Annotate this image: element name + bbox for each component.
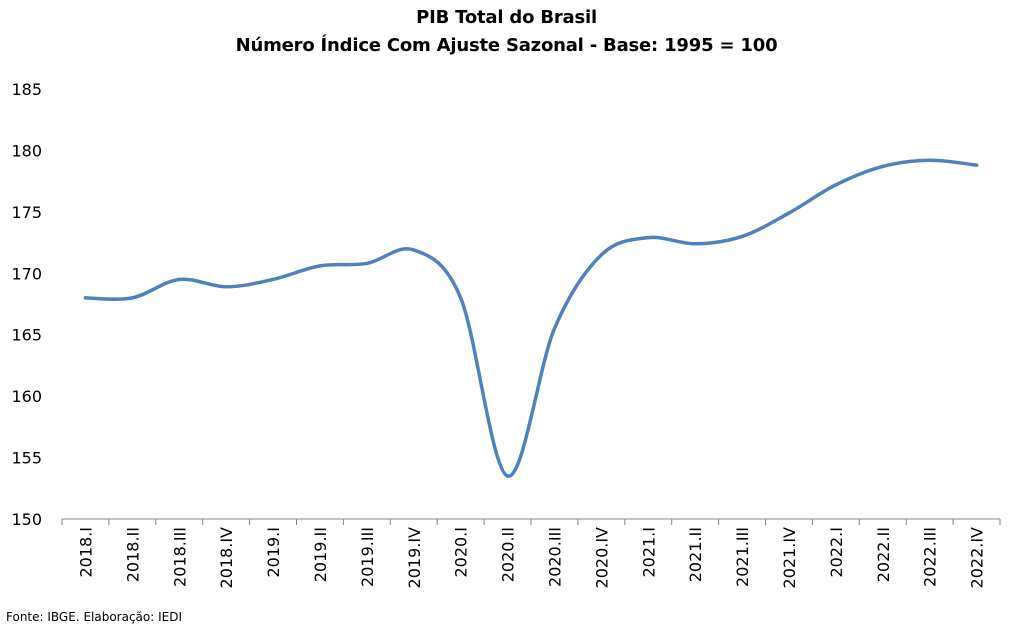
x-tick-label: 2019.III: [358, 527, 377, 587]
y-tick-label: 155: [11, 449, 42, 468]
x-tick-label: 2020.IV: [592, 527, 611, 589]
x-tick-label: 2021.III: [733, 527, 752, 587]
x-tick-label: 2020.I: [452, 527, 471, 578]
y-tick-label: 175: [11, 203, 42, 222]
data-point: [693, 242, 697, 246]
x-tick-label: 2019.I: [264, 527, 283, 578]
chart-subtitle: Número Índice Com Ajuste Sazonal - Base:…: [235, 35, 778, 56]
x-tick-label: 2022.III: [921, 527, 940, 587]
x-tick-label: 2021.IV: [780, 527, 799, 589]
y-tick-label: 185: [11, 80, 42, 99]
data-point: [130, 296, 135, 300]
data-point: [505, 474, 510, 478]
y-tick-label: 160: [11, 387, 42, 406]
x-tick-label: 2020.III: [545, 527, 564, 587]
data-point: [552, 326, 557, 331]
x-tick-label: 2018.II: [123, 527, 142, 582]
x-tick-label: 2019.IV: [405, 527, 424, 589]
x-axis-labels: 2018.I 2018.II 2018.III 2018.IV 2019.I 2019.I…: [76, 527, 986, 589]
data-point: [412, 248, 416, 252]
data-point: [83, 296, 88, 300]
series-points: [83, 158, 979, 478]
data-point: [271, 277, 275, 282]
chart-title-block: PIB Total do Brasil Número Índice Com Aj…: [0, 4, 1013, 60]
x-tick-label: 2022.I: [827, 527, 846, 578]
y-tick-label: 170: [11, 264, 42, 283]
y-tick-label: 180: [11, 141, 42, 160]
data-point: [740, 234, 744, 239]
data-point: [177, 277, 181, 282]
x-tick-label: 2022.II: [874, 527, 893, 582]
data-point: [834, 183, 838, 187]
data-point: [318, 264, 322, 268]
data-point: [224, 285, 228, 289]
x-tick-label: 2020.II: [499, 527, 518, 582]
x-axis-tickmarks: [61, 519, 1001, 525]
x-tick-label: 2021.II: [686, 527, 705, 582]
x-tick-label: 2018.I: [76, 527, 95, 578]
data-point: [927, 158, 932, 163]
data-point: [458, 296, 463, 300]
data-point: [881, 164, 885, 169]
source-note: Fonte: IBGE. Elaboração: IEDI: [6, 610, 183, 624]
x-tick-label: 2018.IV: [217, 527, 236, 589]
x-tick-label: 2019.II: [311, 527, 330, 582]
chart-title: PIB Total do Brasil: [416, 7, 597, 28]
data-point: [787, 211, 791, 215]
data-point: [646, 235, 650, 240]
y-tick-label: 165: [11, 326, 42, 345]
x-tick-label: 2018.III: [170, 527, 189, 587]
data-point: [365, 261, 369, 266]
y-axis-ticks: 150 155 160 165 170 175 180 185: [11, 80, 42, 529]
data-point: [599, 253, 604, 257]
data-point: [974, 163, 979, 167]
x-tick-label: 2022.IV: [968, 527, 987, 589]
x-tick-label: 2021.I: [639, 527, 658, 578]
y-tick-label: 150: [11, 510, 42, 529]
series-line-pib: [83, 158, 979, 478]
